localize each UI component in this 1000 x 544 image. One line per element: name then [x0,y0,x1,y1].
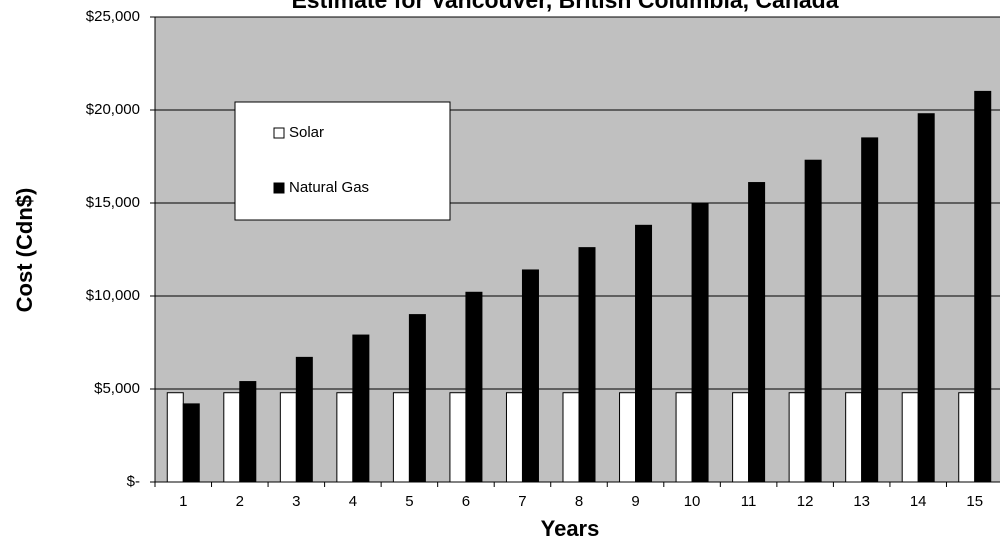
bar [408,314,426,483]
x-tick-label: 7 [518,493,526,510]
bar [578,247,596,483]
bar [635,224,653,483]
bar [182,403,200,483]
bar [352,334,370,483]
bar [748,182,766,483]
x-tick-label: 14 [910,493,927,510]
bar [279,392,297,483]
bar [166,392,184,483]
bar [521,269,539,483]
legend-swatch [273,182,285,194]
x-tick-label: 5 [405,493,413,510]
x-tick-label: 2 [236,493,244,510]
bar [223,392,241,483]
y-tick-label: $15,000 [86,194,140,211]
bar [958,392,976,483]
x-tick-label: 13 [853,493,870,510]
legend-swatch [273,127,285,139]
y-axis-label: Cost (Cdn$) [12,188,37,313]
x-tick-label: 15 [966,493,983,510]
x-tick-label: 1 [179,493,187,510]
legend-label: Natural Gas [289,179,369,196]
bar [732,392,750,483]
bar [804,159,822,483]
bar [562,392,580,483]
x-axis-label: Years [541,516,600,541]
bar [788,392,806,483]
y-tick-label: $- [127,473,140,490]
x-tick-label: 10 [684,493,701,510]
x-tick-label: 9 [631,493,639,510]
y-tick-label: $5,000 [94,380,140,397]
bar [691,202,709,483]
bar [845,392,863,483]
bar [336,392,354,483]
x-tick-label: 11 [741,493,757,510]
chart-title: Estimate for Vancouver, British Columbia… [291,0,838,13]
y-tick-label: $25,000 [86,8,140,25]
x-tick-label: 3 [292,493,300,510]
x-tick-label: 8 [575,493,583,510]
bar [619,392,637,483]
y-tick-label: $20,000 [86,101,140,118]
bar [239,381,257,483]
bar [505,392,523,483]
bar [861,137,879,483]
legend-box [234,101,451,221]
bar [392,392,410,483]
x-tick-label: 12 [797,493,814,510]
bar [465,291,483,483]
legend: Solar Natural Gas [234,101,451,221]
bar [974,90,992,483]
bar [675,392,693,483]
bar [449,392,467,483]
bar [295,356,313,483]
bar [917,113,935,483]
legend-label: Solar [289,124,324,141]
x-tick-label: 4 [349,493,357,510]
x-tick-label: 6 [462,493,470,510]
bar [901,392,919,483]
y-tick-label: $10,000 [86,287,140,304]
bars [166,90,992,483]
